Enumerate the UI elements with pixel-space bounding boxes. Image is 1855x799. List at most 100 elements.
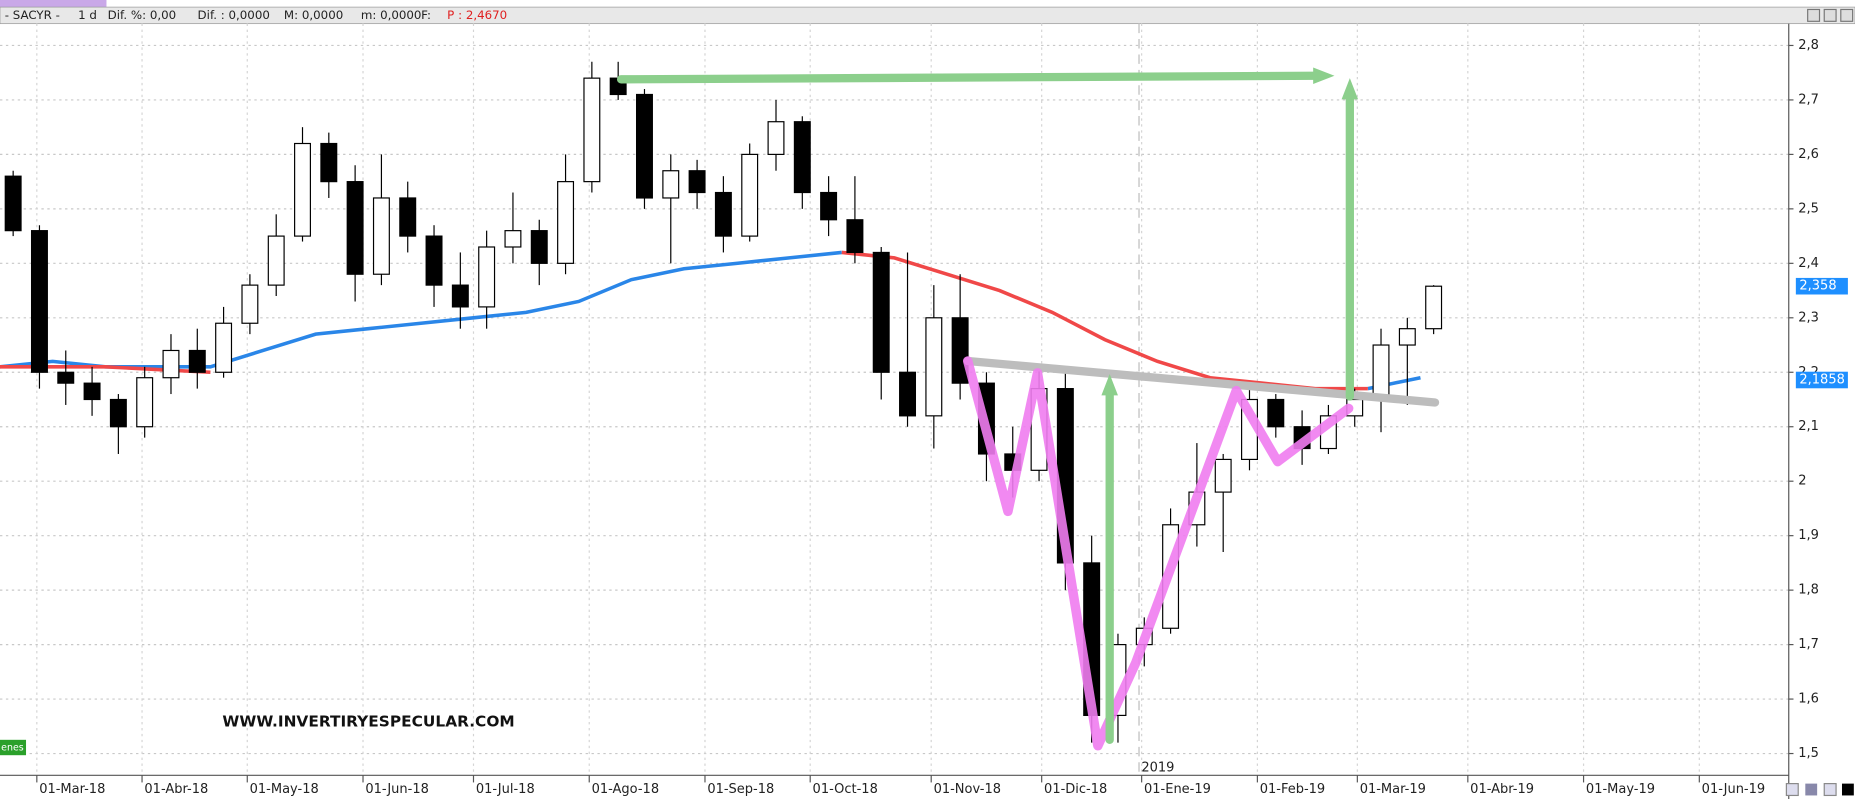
y-tick-label: 1,9: [1798, 528, 1819, 543]
candle-body: [1398, 328, 1416, 346]
interval: 1 d: [78, 8, 97, 22]
candle-body: [925, 317, 943, 417]
arrow-head: [1101, 374, 1118, 396]
field: F:: [421, 8, 431, 22]
y-tick-label: 2,7: [1798, 92, 1819, 107]
candle-body: [846, 219, 864, 254]
candle-body: [951, 317, 969, 384]
x-tick-label: 01-Jul-18: [476, 782, 535, 797]
candle-body: [267, 235, 285, 286]
window-buttons: [1807, 8, 1854, 22]
field: M: 0,0000: [284, 8, 343, 22]
candle-body: [793, 121, 811, 194]
x-tick-label: 01-Oct-18: [813, 782, 878, 797]
candle-body: [188, 349, 206, 373]
candle-body: [1267, 398, 1285, 428]
candle-body: [1214, 458, 1232, 493]
candle-body: [530, 230, 548, 264]
target-arrow: [616, 71, 1320, 84]
y-tick-label: 2,3: [1798, 310, 1819, 325]
field: Dif. : 0,0000: [198, 8, 270, 22]
candle-body: [504, 230, 522, 248]
candle-body: [1372, 344, 1390, 401]
candle-body: [241, 284, 259, 324]
y-tick-label: 1,6: [1798, 692, 1819, 707]
candle-body: [320, 142, 338, 183]
candle-body: [820, 191, 838, 221]
candle-body: [478, 246, 496, 308]
y-tick-label: 2,8: [1798, 38, 1819, 53]
price-badge: [1795, 277, 1848, 295]
symbol: - SACYR -: [5, 8, 60, 22]
price-badge: [1795, 371, 1848, 389]
x-tick-label: 01-Ene-19: [1144, 782, 1211, 797]
candle-body: [583, 77, 601, 183]
candle-body: [872, 251, 890, 373]
y-tick-label: 2,5: [1798, 201, 1819, 216]
candle-body: [83, 382, 101, 401]
candle-body: [215, 322, 233, 373]
candle-body: [662, 170, 680, 199]
candle-body: [372, 197, 390, 275]
x-tick-label: 01-Jun-18: [365, 782, 428, 797]
x-tick-label: 01-May-18: [250, 782, 319, 797]
tab[interactable]: [0, 0, 107, 8]
year-label: 2019: [1141, 761, 1174, 776]
close-button[interactable]: [1840, 8, 1854, 22]
maximize-button[interactable]: [1823, 8, 1837, 22]
x-tick-label: 01-Abr-18: [144, 782, 208, 797]
x-tick-label: 01-Mar-19: [1360, 782, 1426, 797]
x-tick-label: 01-Mar-18: [39, 782, 105, 797]
icon[interactable]: [1841, 783, 1854, 796]
candle-body: [1425, 285, 1443, 330]
y-tick-label: 1,5: [1798, 746, 1819, 761]
axes: 1,51,61,71,81,922,12,22,32,42,52,62,72,8…: [36, 38, 1848, 797]
price-badge-label: 2,1858: [1799, 372, 1844, 387]
minimize-button[interactable]: [1807, 8, 1821, 22]
x-tick-label: 01-Feb-19: [1260, 782, 1325, 797]
candle-body: [899, 371, 917, 417]
badge: enes: [1, 743, 24, 754]
candle-body: [767, 121, 785, 155]
watermark: WWW.INVERTIRYESPECULAR.COM: [222, 713, 514, 731]
candle-body: [30, 230, 48, 373]
candle-body: [4, 175, 22, 232]
x-tick-label: 01-Jun-19: [1702, 782, 1765, 797]
icon[interactable]: [1805, 783, 1818, 796]
plot: [0, 61, 1443, 743]
y-tick-label: 2,6: [1798, 147, 1819, 162]
candle-body: [688, 170, 706, 194]
pattern-line: [962, 356, 1354, 751]
header-bar: [0, 6, 1855, 25]
candle-body: [346, 181, 364, 275]
x-tick-label: 01-Nov-18: [934, 782, 1001, 797]
y-tick-label: 1,7: [1798, 637, 1819, 652]
field: m: 0,0000: [361, 8, 422, 22]
x-tick-label: 01-Dic-18: [1044, 782, 1107, 797]
x-tick-label: 01-Abr-19: [1470, 782, 1534, 797]
last-price: P : 2,4670: [447, 8, 507, 22]
candle-body: [741, 153, 759, 237]
icon[interactable]: [1823, 783, 1837, 797]
x-tick-label: 01-Sep-18: [707, 782, 774, 797]
arrow-head: [1341, 78, 1359, 100]
neckline: [963, 356, 1440, 407]
toolbar-icons: [1785, 783, 1854, 797]
candle-body: [714, 191, 732, 237]
y-tick-label: 2,4: [1798, 256, 1819, 271]
candle-body: [294, 142, 311, 237]
candle-body: [57, 371, 75, 384]
candle-body: [557, 181, 575, 264]
candle-body: [425, 235, 443, 286]
candle-body: [162, 349, 180, 379]
badge-bg: [0, 739, 27, 756]
candle-body: [136, 377, 154, 428]
icon[interactable]: [1785, 783, 1799, 797]
price-badge-label: 2,358: [1799, 279, 1836, 294]
arrow-head: [1313, 67, 1335, 85]
candle-body: [399, 197, 417, 237]
field: Dif. %: 0,00: [108, 8, 177, 22]
x-tick-label: 01-May-19: [1586, 782, 1655, 797]
